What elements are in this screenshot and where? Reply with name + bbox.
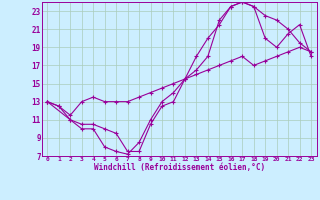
- X-axis label: Windchill (Refroidissement éolien,°C): Windchill (Refroidissement éolien,°C): [94, 163, 265, 172]
